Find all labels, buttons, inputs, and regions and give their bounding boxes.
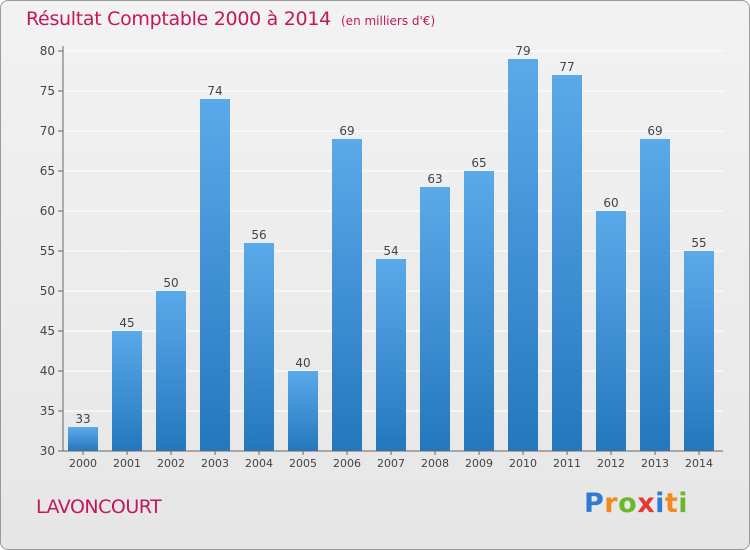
bar [376, 259, 406, 451]
logo-letter: t [664, 488, 679, 519]
data-label: 33 [75, 412, 90, 426]
data-label: 50 [163, 276, 178, 290]
bar [508, 59, 538, 451]
proxiti-logo: Proxiti [584, 488, 688, 519]
data-label: 69 [647, 124, 662, 138]
x-tick-label: 2009 [465, 457, 493, 470]
bar [200, 99, 230, 451]
data-label: 65 [471, 156, 486, 170]
y-tick-label: 70 [40, 124, 55, 138]
y-tick-label: 40 [40, 364, 55, 378]
bar [112, 331, 142, 451]
chart-subtitle: (en milliers d'€) [341, 14, 436, 28]
logo-letter: x [637, 488, 656, 519]
bar [288, 371, 318, 451]
bar [244, 243, 274, 451]
axes [58, 46, 723, 455]
logo-letter: i [655, 488, 665, 519]
bars [68, 59, 714, 451]
x-tick-label: 2006 [333, 457, 361, 470]
data-label: 55 [691, 236, 706, 250]
logo-letter: r [604, 488, 619, 519]
logo-letter: i [678, 488, 689, 519]
x-tick-label: 2007 [377, 457, 405, 470]
logo-letter: P [584, 488, 605, 519]
y-tick-label: 80 [40, 44, 55, 58]
y-tick-label: 55 [40, 244, 55, 258]
y-tick-label: 75 [40, 84, 55, 98]
x-tick-label: 2001 [113, 457, 141, 470]
chart-title: Résultat Comptable 2000 à 2014 [26, 8, 331, 30]
x-tick-label: 2012 [597, 457, 625, 470]
bar [684, 251, 714, 451]
data-label: 63 [427, 172, 442, 186]
y-tick-label: 35 [40, 404, 55, 418]
y-tick-label: 50 [40, 284, 55, 298]
y-tick-label: 45 [40, 324, 55, 338]
data-label: 54 [383, 244, 398, 258]
bar [420, 187, 450, 451]
data-label: 40 [295, 356, 310, 370]
data-label: 77 [559, 60, 574, 74]
bar [596, 211, 626, 451]
x-tick-label: 2005 [289, 457, 317, 470]
x-tick-label: 2011 [553, 457, 581, 470]
data-label: 74 [207, 84, 222, 98]
y-tick-label: 30 [40, 444, 55, 458]
data-label: 45 [119, 316, 134, 330]
x-tick-label: 2004 [245, 457, 273, 470]
y-tick-label: 60 [40, 204, 55, 218]
x-tick-label: 2008 [421, 457, 449, 470]
data-label: 69 [339, 124, 354, 138]
bar [332, 139, 362, 451]
bar [552, 75, 582, 451]
commune-name: LAVONCOURT [36, 496, 162, 518]
x-tick-label: 2003 [201, 457, 229, 470]
x-tick-label: 2013 [641, 457, 669, 470]
data-label: 56 [251, 228, 266, 242]
x-tick-label: 2002 [157, 457, 185, 470]
labels: 30 35 40 45 50 55 60 65 70 75 80 33 2000 45 2001 50 2002… [40, 44, 713, 470]
x-tick-label: 2010 [509, 457, 537, 470]
bar [464, 171, 494, 451]
data-label: 79 [515, 44, 530, 58]
x-tick-label: 2014 [685, 457, 713, 470]
data-label: 60 [603, 196, 618, 210]
bar [68, 427, 98, 451]
bar [640, 139, 670, 451]
logo-letter: o [618, 488, 638, 519]
y-tick-label: 65 [40, 164, 55, 178]
bar [156, 291, 186, 451]
x-tick-label: 2000 [69, 457, 97, 470]
